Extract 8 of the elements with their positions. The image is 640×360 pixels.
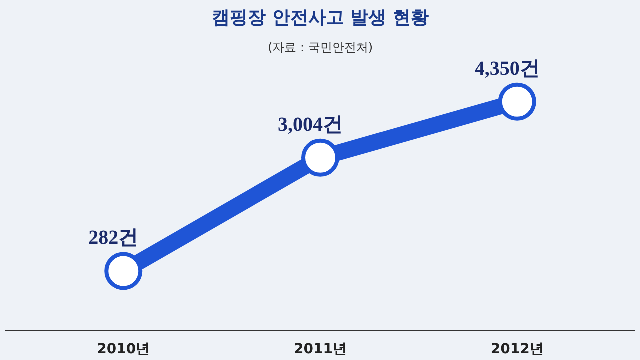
data-label: 282건: [88, 227, 139, 250]
data-label: 3,004건: [278, 114, 343, 136]
data-label: 4,350건: [474, 58, 540, 80]
x-tick-label: 2012년: [490, 342, 544, 358]
chart-title: 캠핑장 안전사고 발생 현황: [212, 8, 429, 28]
x-tick-label: 2010년: [97, 342, 150, 358]
chart-subtitle: (자료 : 국민안전처): [268, 40, 374, 54]
x-tick-label: 2011년: [294, 342, 347, 358]
